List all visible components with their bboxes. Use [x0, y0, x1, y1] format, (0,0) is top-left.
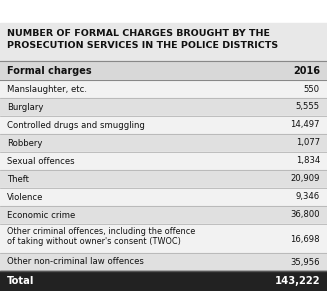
Bar — [0, 61, 327, 80]
Bar — [0, 170, 327, 188]
Bar — [0, 253, 327, 271]
Text: Robbery: Robbery — [7, 139, 43, 148]
Text: 1,834: 1,834 — [296, 157, 320, 166]
Text: 14,497: 14,497 — [290, 120, 320, 129]
Text: 35,956: 35,956 — [290, 258, 320, 267]
Bar — [0, 152, 327, 170]
Text: 550: 550 — [304, 84, 320, 93]
Bar — [0, 80, 327, 98]
Text: Manslaughter, etc.: Manslaughter, etc. — [7, 84, 87, 93]
Bar — [0, 98, 327, 116]
Text: Economic crime: Economic crime — [7, 210, 75, 219]
Bar — [0, 116, 327, 134]
Text: 143,222: 143,222 — [274, 276, 320, 286]
Text: 2016: 2016 — [293, 65, 320, 75]
Bar — [0, 188, 327, 206]
Text: PROSECUTION SERVICES IN THE POLICE DISTRICTS: PROSECUTION SERVICES IN THE POLICE DISTR… — [7, 40, 278, 49]
Text: Burglary: Burglary — [7, 102, 43, 111]
Text: Theft: Theft — [7, 175, 29, 184]
Bar — [0, 134, 327, 152]
Text: 16,698: 16,698 — [290, 235, 320, 244]
Bar — [0, 206, 327, 224]
Text: Other non-criminal law offences: Other non-criminal law offences — [7, 258, 144, 267]
Bar — [0, 23, 327, 61]
Bar — [0, 271, 327, 291]
Text: of taking without owner's consent (TWOC): of taking without owner's consent (TWOC) — [7, 237, 181, 246]
Text: 9,346: 9,346 — [296, 193, 320, 201]
Text: 1,077: 1,077 — [296, 139, 320, 148]
Text: Violence: Violence — [7, 193, 43, 201]
Text: Formal charges: Formal charges — [7, 65, 92, 75]
Text: NUMBER OF FORMAL CHARGES BROUGHT BY THE: NUMBER OF FORMAL CHARGES BROUGHT BY THE — [7, 29, 270, 38]
Text: 20,909: 20,909 — [290, 175, 320, 184]
Text: Controlled drugs and smuggling: Controlled drugs and smuggling — [7, 120, 145, 129]
Text: Sexual offences: Sexual offences — [7, 157, 75, 166]
Text: Other criminal offences, including the offence: Other criminal offences, including the o… — [7, 228, 195, 237]
Text: 5,555: 5,555 — [296, 102, 320, 111]
Text: Total: Total — [7, 276, 34, 286]
Text: 36,800: 36,800 — [290, 210, 320, 219]
Bar — [0, 224, 327, 253]
